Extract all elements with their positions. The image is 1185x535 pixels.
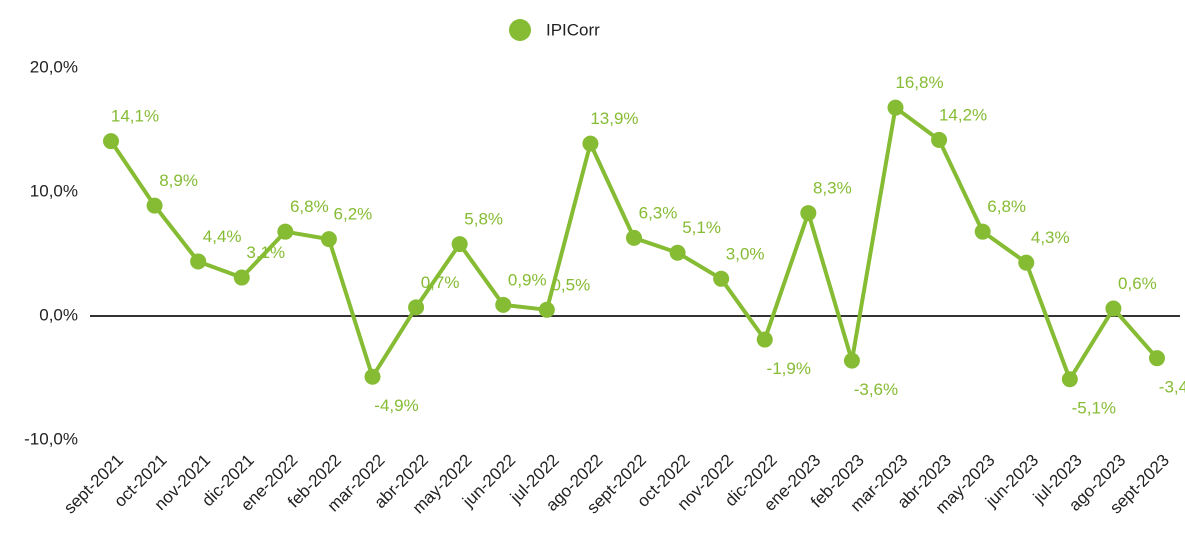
data-label: 0,7% [421, 273, 460, 292]
data-point [582, 135, 599, 152]
data-point [713, 270, 730, 287]
data-point [538, 301, 555, 318]
data-point [408, 299, 425, 316]
y-tick-label: 10,0% [30, 181, 78, 200]
data-label: 0,6% [1118, 274, 1157, 293]
data-point [800, 205, 817, 222]
data-point [669, 244, 686, 261]
data-label: 14,1% [111, 107, 159, 126]
data-label: 8,9% [159, 171, 198, 190]
data-point [1149, 350, 1165, 367]
data-label: 6,8% [987, 197, 1026, 216]
data-point [1018, 254, 1035, 271]
data-label: -3,6% [854, 380, 898, 399]
data-point [887, 99, 904, 116]
data-point [1061, 371, 1078, 388]
data-label: -4,9% [374, 396, 418, 415]
data-point [364, 368, 381, 385]
data-point [931, 131, 948, 148]
data-point [756, 331, 773, 348]
legend-label: IPICorr [546, 20, 600, 39]
y-tick-label: -10,0% [24, 429, 78, 448]
data-label: -1,9% [767, 359, 811, 378]
data-point [843, 352, 860, 369]
data-label: 5,1% [682, 218, 721, 237]
data-point [495, 296, 512, 313]
y-tick-label: 0,0% [39, 305, 78, 324]
data-point [320, 231, 337, 248]
y-tick-label: 20,0% [30, 57, 78, 76]
data-point [451, 236, 468, 253]
data-point [103, 133, 119, 150]
data-label: -3,4% [1159, 378, 1185, 397]
data-label: 4,3% [1031, 228, 1070, 247]
data-label: 13,9% [590, 109, 638, 128]
data-point [626, 229, 642, 246]
data-point [190, 253, 207, 270]
data-label: 4,4% [203, 227, 242, 246]
data-label: 0,5% [551, 275, 590, 294]
data-label: 0,9% [508, 270, 547, 289]
data-point [277, 223, 294, 240]
data-label: 5,8% [464, 210, 503, 229]
data-label: 8,3% [813, 179, 852, 198]
data-point [1105, 300, 1122, 317]
legend-marker [509, 19, 531, 41]
data-label: 3,1% [246, 243, 285, 262]
data-label: 16,8% [895, 73, 943, 92]
data-label: 6,2% [334, 205, 373, 224]
data-point [146, 197, 163, 214]
data-label: 14,2% [939, 105, 987, 124]
data-label: -5,1% [1072, 399, 1116, 418]
data-point [233, 269, 250, 286]
data-label: 6,3% [639, 203, 678, 222]
data-point [974, 223, 991, 240]
data-label: 3,0% [726, 244, 765, 263]
data-label: 6,8% [290, 197, 329, 216]
x-tick-label: sept-2021 [60, 451, 127, 518]
